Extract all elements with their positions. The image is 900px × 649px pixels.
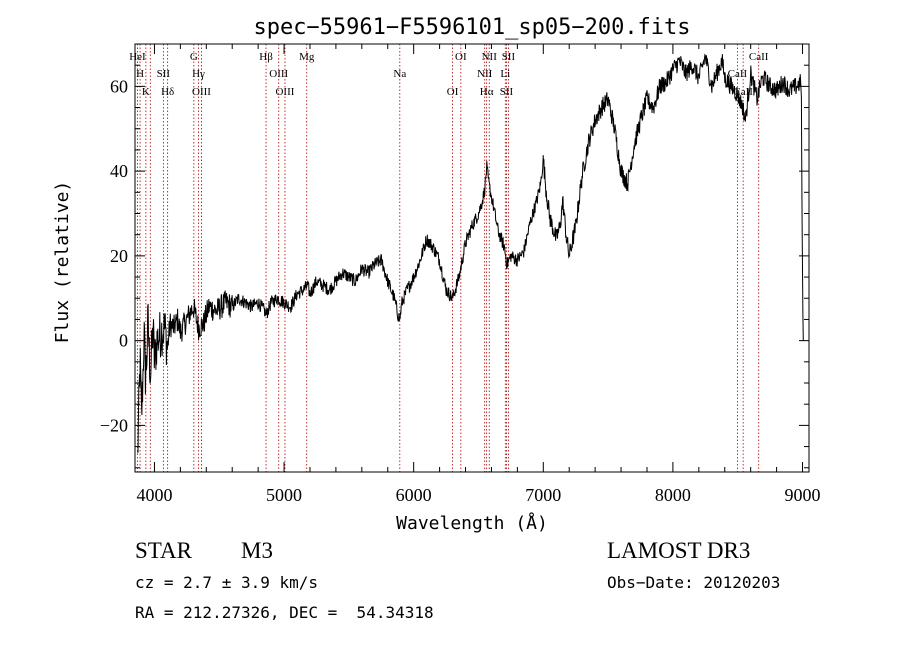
x-tick-labels: 4000 5000 6000 7000 8000 9000 (136, 485, 820, 505)
y-tick-label: 20 (110, 246, 128, 266)
y-tick-label: 40 (110, 161, 128, 181)
line-label: OIII (275, 86, 294, 98)
line-label: Li (500, 68, 510, 80)
axis-ticks (135, 43, 809, 472)
line-label: G (190, 51, 198, 63)
plot-frame (134, 43, 810, 473)
line-label: Hβ (259, 51, 273, 63)
line-label: Mg (299, 51, 315, 63)
survey-name: LAMOST DR3 (607, 538, 751, 563)
line-label: Hδ (161, 86, 174, 98)
y-tick-label: 60 (110, 76, 128, 96)
line-label: Na (393, 68, 406, 80)
line-label: OI (455, 51, 467, 63)
line-label: Hγ (192, 68, 205, 80)
line-label: OI (447, 86, 459, 98)
line-label: NII (477, 68, 493, 80)
object-subclass: M3 (241, 538, 273, 563)
spectrum-trace (137, 53, 804, 453)
object-class: STAR (135, 538, 192, 563)
x-tick-label: 6000 (396, 485, 432, 505)
line-label: NII (482, 51, 498, 63)
observation-date: Obs−Date: 20120203 (607, 573, 781, 592)
line-label: CaII (749, 51, 769, 63)
line-label: Hα (480, 86, 494, 98)
line-label: HeI (129, 51, 146, 63)
line-label: OIII (192, 86, 211, 98)
y-tick-label: −20 (100, 415, 128, 435)
line-label: CaII (728, 68, 748, 80)
chart-title: spec−55961−F5596101_sp05−200.fits (253, 15, 690, 40)
coordinates: RA = 212.27326, DEC = 54.34318 (135, 603, 434, 622)
x-tick-label: 5000 (266, 485, 302, 505)
y-tick-label: 0 (119, 331, 128, 351)
y-tick-labels: −20 0 20 40 60 (100, 76, 128, 435)
x-tick-label: 4000 (136, 485, 172, 505)
line-label: K (142, 86, 150, 98)
x-tick-label: 7000 (525, 485, 561, 505)
line-label: SII (500, 86, 514, 98)
x-axis-label: Wavelength (Å) (396, 512, 548, 534)
line-label: H (136, 68, 144, 80)
y-axis-label: Flux (relative) (52, 181, 73, 344)
emission-line-markers (137, 44, 760, 472)
line-label: OIII (269, 68, 288, 80)
emission-line-labels: HeI HK SII Hδ G Hγ OIII Hβ OIII OIII Mg Na OI OI NII Hα… (129, 51, 769, 98)
x-tick-label: 9000 (785, 485, 821, 505)
redshift-velocity: cz = 2.7 ± 3.9 km/s (135, 573, 319, 592)
x-tick-label: 8000 (655, 485, 691, 505)
line-label: SII (502, 51, 516, 63)
line-label: SII (157, 68, 171, 80)
